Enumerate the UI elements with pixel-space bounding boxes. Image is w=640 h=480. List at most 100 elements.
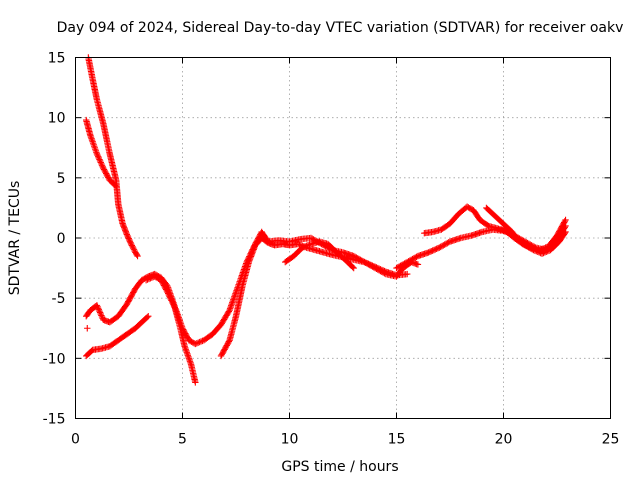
data-point	[130, 246, 138, 253]
data-point	[133, 251, 141, 259]
data-point	[126, 236, 133, 244]
data-point	[171, 304, 178, 311]
data-point	[134, 252, 141, 260]
data-point	[530, 246, 537, 254]
data-point	[543, 248, 550, 256]
y-tick-label: 5	[57, 171, 66, 187]
data-point	[533, 248, 540, 255]
data-point	[197, 338, 205, 345]
x-tick-label: 10	[281, 432, 299, 448]
data-point	[96, 309, 104, 316]
data-point	[168, 297, 175, 304]
data-point	[194, 339, 202, 346]
data-point	[96, 307, 103, 315]
data-point	[97, 310, 104, 318]
data-point	[94, 303, 101, 311]
data-point	[96, 157, 104, 165]
data-point	[164, 288, 171, 296]
data-point	[192, 379, 199, 386]
data-point	[192, 340, 199, 348]
data-point	[561, 229, 568, 237]
data-point	[169, 300, 176, 307]
data-point	[124, 232, 131, 239]
y-tick-label: 15	[48, 51, 66, 67]
data-point	[165, 291, 173, 299]
data-point	[196, 338, 203, 346]
grid	[75, 57, 611, 419]
data-point	[534, 248, 541, 256]
data-point	[349, 263, 356, 271]
data-point	[538, 250, 546, 257]
data-point	[145, 313, 152, 320]
y-tick-label: -10	[43, 351, 66, 367]
data-point	[539, 245, 546, 253]
data-point	[98, 312, 105, 319]
data-point	[541, 249, 549, 256]
data-point	[94, 153, 102, 160]
data-point	[94, 305, 102, 312]
data-point	[300, 243, 307, 251]
axes: 0 5 10 15 20 25 -15 -10 -5 0 5 10 15	[43, 51, 620, 448]
data-point	[561, 218, 569, 225]
data-layer	[83, 54, 569, 386]
data-point	[123, 231, 131, 238]
data-point	[170, 301, 177, 308]
data-point	[94, 152, 101, 159]
data-point	[142, 276, 150, 284]
chart-title: Day 094 of 2024, Sidereal Day-to-day VTE…	[57, 20, 624, 36]
x-tick-label: 20	[495, 432, 513, 448]
data-point	[96, 156, 103, 163]
data-point	[166, 293, 173, 300]
data-point	[93, 150, 101, 157]
data-point	[98, 313, 106, 321]
data-point	[172, 305, 179, 313]
data-point	[127, 239, 134, 246]
data-point	[170, 302, 178, 310]
x-tick-label: 25	[602, 432, 620, 448]
data-point	[163, 287, 171, 295]
x-tick-label: 0	[71, 432, 80, 448]
data-point	[544, 248, 551, 255]
x-tick-label: 15	[388, 432, 406, 448]
data-point	[99, 163, 106, 170]
data-point	[124, 233, 132, 241]
data-point	[147, 275, 154, 282]
x-tick-label: 5	[178, 432, 187, 448]
y-tick-label: -15	[43, 412, 66, 428]
data-point	[144, 276, 151, 283]
data-point	[540, 245, 548, 252]
data-point	[306, 241, 313, 248]
data-point	[303, 242, 310, 250]
data-point	[127, 240, 135, 248]
data-point	[126, 238, 134, 245]
data-point	[129, 243, 136, 251]
y-axis-label: SDTVAR / TECUs	[7, 181, 23, 296]
data-point	[535, 249, 543, 256]
data-point	[97, 159, 104, 166]
data-point	[540, 249, 547, 257]
data-point	[301, 243, 309, 250]
data-point	[145, 275, 153, 283]
data-point	[193, 340, 200, 347]
data-point	[112, 183, 120, 190]
y-tick-label: 10	[48, 111, 66, 127]
data-point	[294, 240, 302, 248]
data-point	[95, 306, 103, 313]
data-point	[130, 245, 137, 252]
data-point	[93, 302, 101, 309]
x-axis-label: GPS time / hours	[281, 459, 398, 475]
data-point	[299, 244, 306, 251]
y-tick-label: -5	[52, 291, 66, 307]
y-tick-label: 0	[57, 231, 66, 247]
data-point	[128, 242, 136, 249]
data-point	[95, 154, 103, 162]
data-point	[166, 294, 174, 301]
data-point	[167, 295, 175, 303]
data-point	[404, 270, 411, 278]
data-point	[531, 247, 539, 254]
data-point	[562, 216, 569, 224]
data-point	[143, 314, 151, 321]
data-point	[296, 241, 303, 248]
data-point	[98, 160, 105, 168]
